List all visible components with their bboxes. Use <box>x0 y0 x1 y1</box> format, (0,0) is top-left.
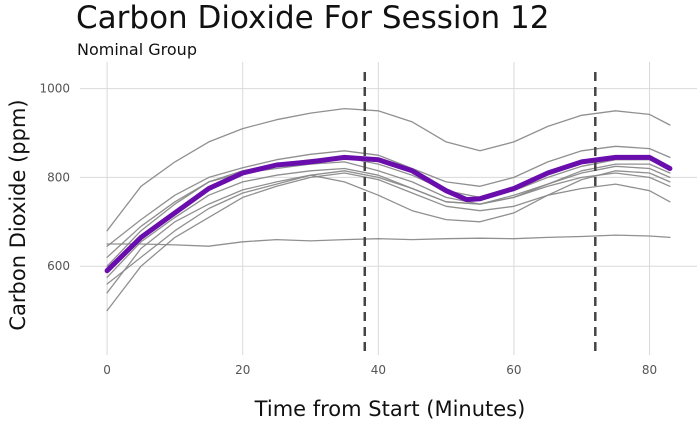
x-axis-label: Time from Start (Minutes) <box>254 397 526 421</box>
series-line-1 <box>106 107 671 232</box>
x-tick-label: 40 <box>371 363 386 377</box>
y-tick-label: 800 <box>47 170 70 184</box>
x-tick-label: 60 <box>506 363 521 377</box>
series-line-9 <box>106 156 671 258</box>
series-line-3 <box>106 165 671 294</box>
chart-title: Carbon Dioxide For Session 12 <box>76 0 550 36</box>
x-tick-label: 80 <box>642 363 657 377</box>
chart-subtitle: Nominal Group <box>77 40 197 59</box>
series-line-7 <box>106 170 671 285</box>
series-line-8 <box>106 234 671 247</box>
series-line-2 <box>106 145 671 247</box>
series-line-6 <box>106 167 671 278</box>
y-tick-label: 600 <box>47 259 70 273</box>
mean-series-line <box>104 154 673 274</box>
series-line-4 <box>106 172 671 312</box>
y-tick-label: 1000 <box>39 82 70 96</box>
x-tick-label: 0 <box>103 363 111 377</box>
x-tick-label: 20 <box>235 363 250 377</box>
